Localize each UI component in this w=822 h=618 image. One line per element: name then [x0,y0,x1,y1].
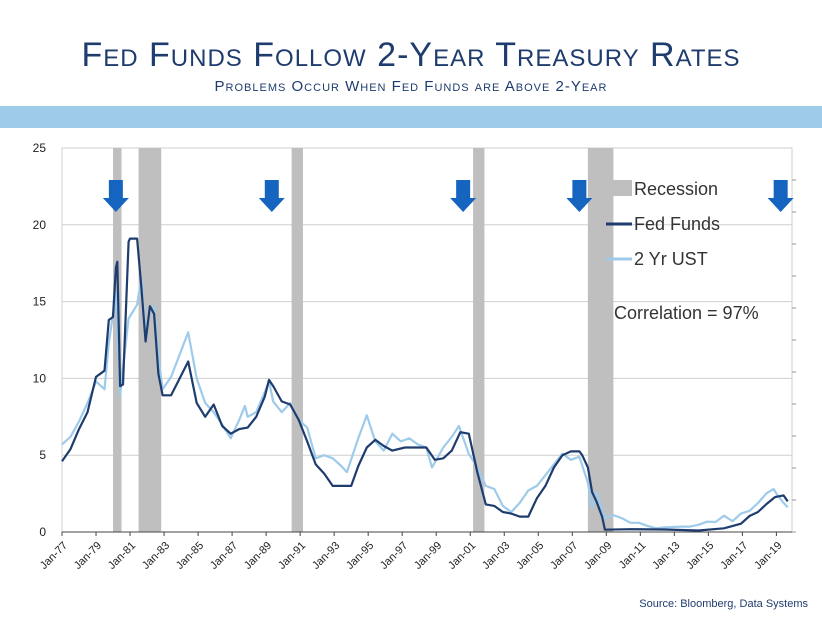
legend-label: 2 Yr UST [634,249,708,269]
legend-label: Fed Funds [634,214,720,234]
x-tick-label: Jan-03 [480,540,512,572]
x-tick-label: Jan-15 [684,540,716,572]
x-tick-label: Jan-87 [208,540,240,572]
x-tick-label: Jan-17 [718,540,750,572]
source-note: Source: Bloomberg, Data Systems [639,598,808,610]
down-arrow-icon [566,180,593,212]
x-tick-label: Jan-91 [276,540,308,572]
x-tick-label: Jan-99 [412,540,444,572]
down-arrow-icon [450,180,477,212]
chart-title: Fed Funds Follow 2-Year Treasury Rates [81,36,741,74]
x-tick-label: Jan-95 [344,540,376,572]
legend-swatch-recession [606,180,632,196]
x-tick-label: Jan-77 [38,540,70,572]
plot-frame [61,147,793,533]
two-year-ust-line [61,277,789,530]
recession-bar [291,148,303,532]
down-arrow-icon [767,180,794,212]
down-arrow-icon [258,180,285,212]
y-tick-label: 5 [39,448,46,462]
x-tick-label: Jan-79 [72,540,104,572]
x-tick-label: Jan-89 [242,540,274,572]
correlation-annotation: Correlation = 97% [614,303,759,323]
x-tick-label: Jan-11 [617,540,649,572]
x-tick-label: Jan-05 [514,540,546,572]
fed-funds-line [61,237,789,532]
x-tick-label: Jan-09 [582,540,614,572]
chart-subtitle: Problems Occur When Fed Funds are Above … [214,78,608,95]
x-tick-label: Jan-83 [140,540,172,572]
down-arrow-icon [102,180,129,212]
x-tick-label: Jan-81 [106,540,138,572]
y-tick-label: 10 [33,371,47,385]
x-tick-label: Jan-13 [650,540,682,572]
x-tick-label: Jan-07 [548,540,580,572]
recession-bar [473,148,485,532]
x-tick-label: Jan-19 [752,540,784,572]
x-tick-label: Jan-93 [310,540,342,572]
header-band [0,106,822,128]
y-tick-label: 0 [39,525,46,539]
x-tick-label: Jan-97 [378,540,410,572]
legend-label: Recession [634,179,718,199]
fed-funds-chart: 0 5 10 15 20 25 Jan-77 Jan-79 Jan-81 Jan-83 Jan-85… [33,141,796,572]
y-tick-label: 15 [33,295,47,309]
recession-bar [587,148,614,532]
recession-bar [138,148,162,532]
x-tick-label: Jan-01 [446,540,478,572]
x-tick-label: Jan-85 [174,540,206,572]
y-tick-label: 25 [33,141,47,155]
y-tick-label: 20 [33,218,47,232]
